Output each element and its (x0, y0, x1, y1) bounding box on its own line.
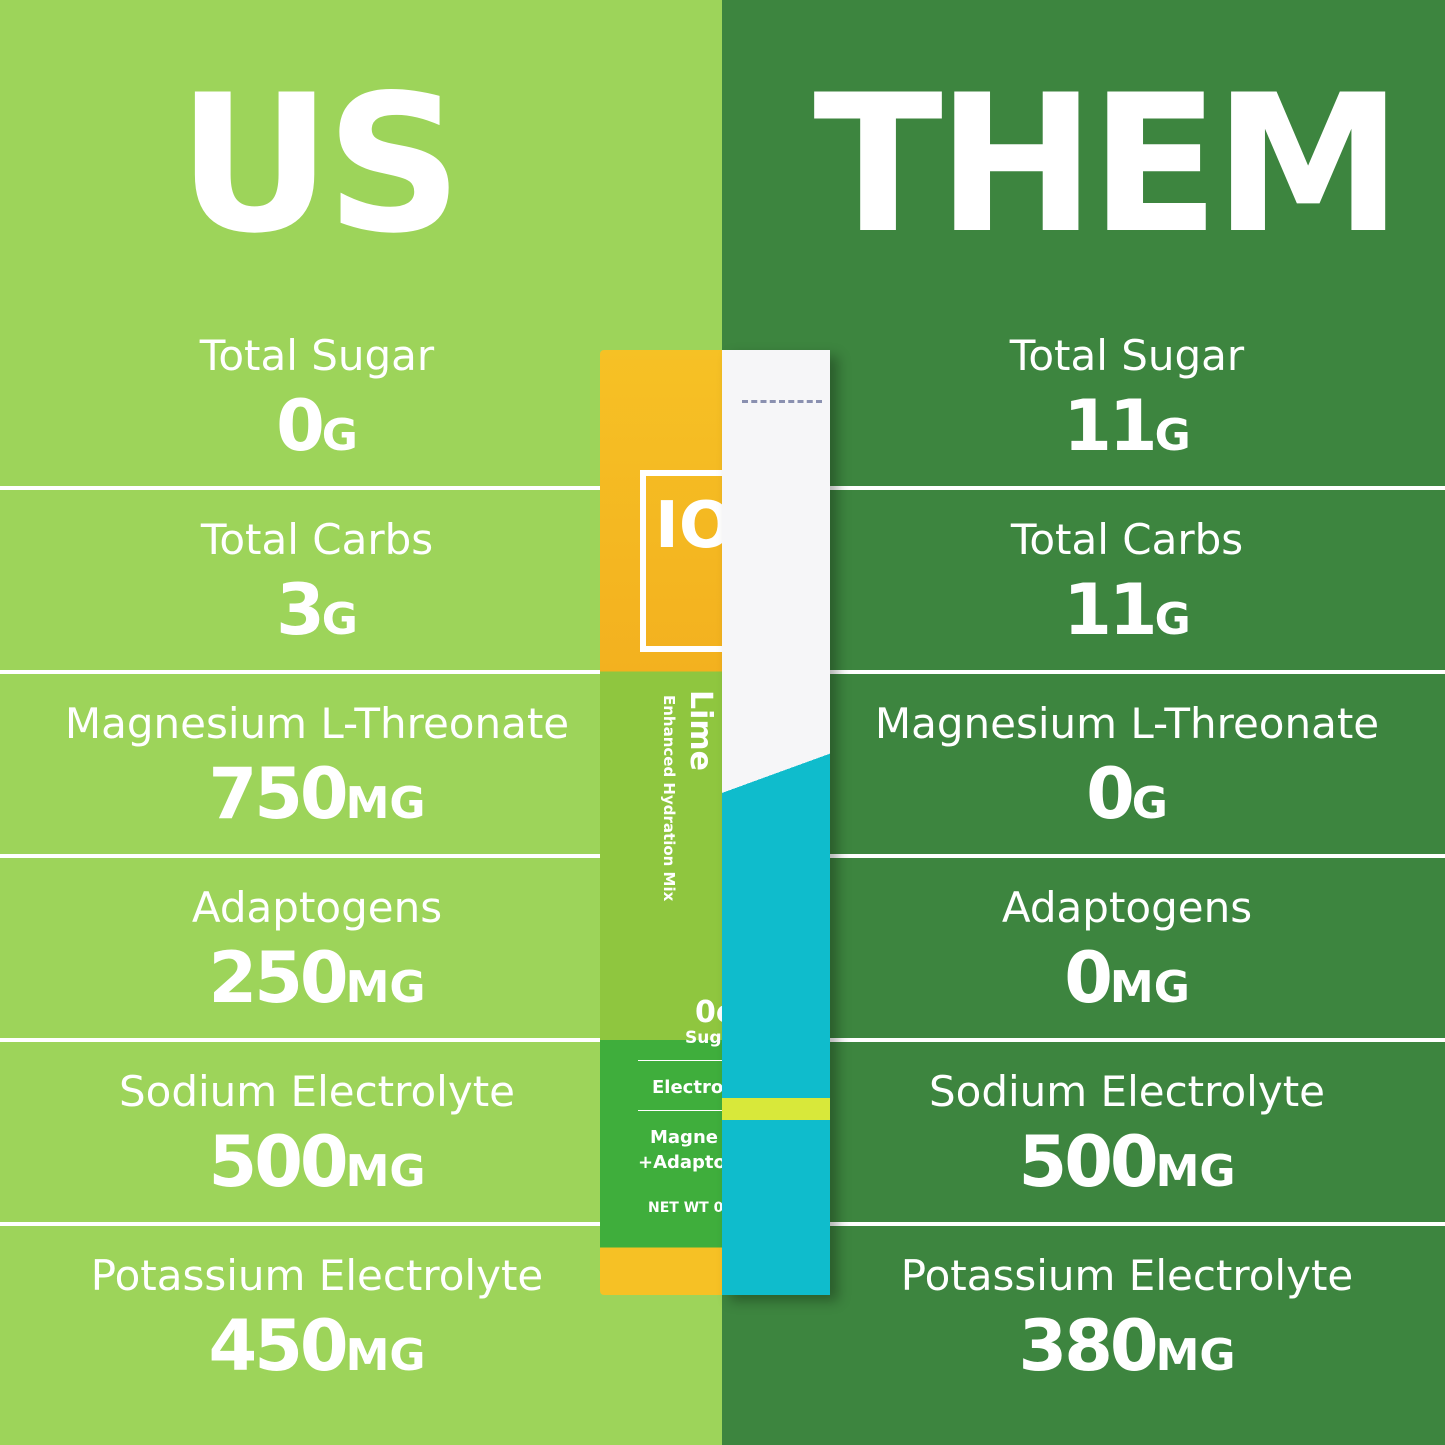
nutrient-label: Total Carbs (200, 515, 434, 564)
value-number: 0 (276, 385, 325, 467)
divider (815, 854, 1445, 858)
them-value: 11G (777, 575, 1445, 645)
value-unit: MG (345, 962, 426, 1013)
us-value: 750MG (0, 759, 667, 829)
divider (0, 1038, 620, 1042)
claim-adaptogens: +Adapto (638, 1152, 722, 1173)
value-number: 11 (1063, 385, 1157, 467)
them-row: Sodium Electrolyte 500MG (777, 1067, 1445, 1198)
them-panel (722, 0, 1445, 1445)
net-weight: NET WT 0.2 (648, 1200, 722, 1216)
logo: IO MI (655, 489, 722, 563)
them-value: 380MG (777, 1311, 1445, 1381)
divider (0, 1222, 620, 1226)
claim-magnesium: Magne (650, 1127, 718, 1148)
us-value: 250MG (0, 943, 667, 1013)
value-unit: MG (1109, 962, 1190, 1013)
them-row: Total Carbs 11G (777, 515, 1445, 646)
nutrient-label: Total Sugar (1009, 331, 1245, 380)
them-row: Total Sugar 11G (777, 331, 1445, 462)
value-unit: G (1154, 410, 1191, 461)
logo-frame (640, 470, 722, 652)
value-unit: MG (1155, 1330, 1236, 1381)
us-row: Potassium Electrolyte 450MG (0, 1251, 667, 1382)
us-value: 3G (0, 575, 667, 645)
divider (0, 670, 620, 674)
value-unit: G (321, 594, 358, 645)
nutrient-label: Sodium Electrolyte (118, 1067, 516, 1116)
value-number: 500 (208, 1121, 348, 1203)
value-number: 250 (208, 937, 348, 1019)
value-number: 500 (1018, 1121, 1158, 1203)
us-title: US (177, 54, 462, 275)
nutrient-label: Potassium Electrolyte (900, 1251, 1354, 1300)
us-value: 450MG (0, 1311, 667, 1381)
flavor-label: Lime (683, 690, 718, 772)
them-value: 11G (777, 391, 1445, 461)
value-number: 0 (1086, 753, 1135, 835)
divider (0, 486, 620, 490)
us-row: Sodium Electrolyte 500MG (0, 1067, 667, 1198)
divider (815, 670, 1445, 674)
nutrient-label: Sodium Electrolyte (928, 1067, 1326, 1116)
them-row: Adaptogens 0MG (777, 883, 1445, 1014)
divider (0, 854, 620, 858)
value-unit: MG (345, 1146, 426, 1197)
them-row: Potassium Electrolyte 380MG (777, 1251, 1445, 1382)
us-value: 500MG (0, 1127, 667, 1197)
value-unit: MG (345, 1330, 426, 1381)
value-number: 11 (1063, 569, 1157, 651)
nutrient-label: Magnesium L-Threonate (64, 699, 570, 748)
us-row: Total Sugar 0G (0, 331, 667, 462)
product-subtitle: Enhanced Hydration Mix (660, 695, 678, 902)
divider (815, 486, 1445, 490)
them-value: 500MG (777, 1127, 1445, 1197)
nutrient-label: Total Sugar (199, 331, 435, 380)
value-unit: G (321, 410, 358, 461)
value-unit: MG (1155, 1146, 1236, 1197)
us-row: Magnesium L-Threonate 750MG (0, 699, 667, 830)
seal-line (742, 400, 822, 403)
nutrient-label: Total Carbs (1010, 515, 1244, 564)
claim-sugar-label: Sug (685, 1028, 722, 1048)
us-row: Adaptogens 250MG (0, 883, 667, 1014)
nutrient-label: Potassium Electrolyte (90, 1251, 544, 1300)
them-title: THEM (813, 54, 1402, 275)
competitor-packet (722, 350, 830, 1295)
us-row: Total Carbs 3G (0, 515, 667, 646)
value-unit: G (1131, 778, 1168, 829)
value-number: 3 (276, 569, 325, 651)
claim-electrolytes: Electro (652, 1077, 722, 1098)
value-unit: MG (345, 778, 426, 829)
value-number: 0 (1064, 937, 1113, 1019)
value-number: 750 (208, 753, 348, 835)
divider (815, 1038, 1445, 1042)
value-number: 380 (1018, 1305, 1158, 1387)
claim-sugar: 0c (695, 995, 722, 1030)
competitor-stripe (722, 1098, 830, 1120)
them-value: 0G (777, 759, 1445, 829)
them-value: 0MG (777, 943, 1445, 1013)
product-packet: IO MI Lime Enhanced Hydration Mix 0c Sug… (600, 350, 722, 1295)
divider (815, 1222, 1445, 1226)
them-row: Magnesium L-Threonate 0G (777, 699, 1445, 830)
nutrient-label: Magnesium L-Threonate (874, 699, 1380, 748)
value-number: 450 (208, 1305, 348, 1387)
value-unit: G (1154, 594, 1191, 645)
nutrient-label: Adaptogens (191, 883, 443, 932)
us-value: 0G (0, 391, 667, 461)
nutrient-label: Adaptogens (1001, 883, 1253, 932)
